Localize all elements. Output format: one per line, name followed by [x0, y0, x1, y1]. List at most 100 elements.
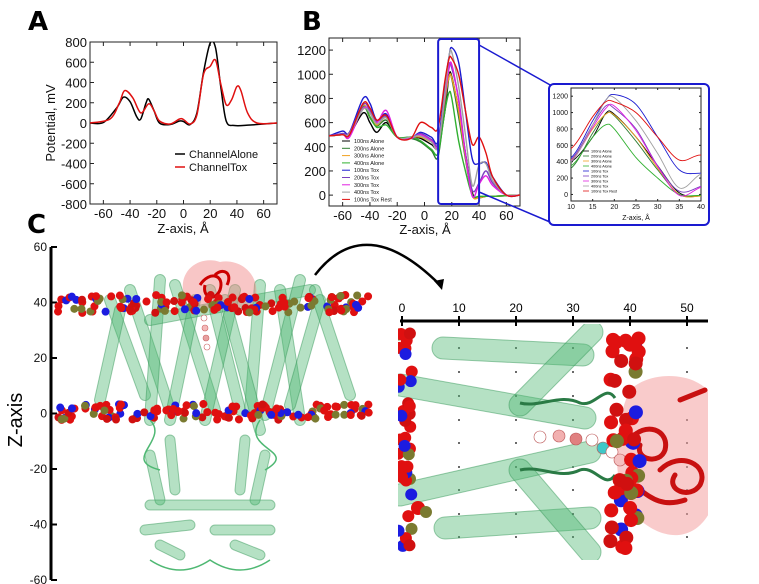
zoom-x-tick-label: 10: [452, 301, 466, 315]
series-line-channelalone: [90, 42, 277, 127]
y-tick-label: 0: [80, 116, 87, 131]
grid-dot: [686, 536, 688, 538]
lipid-atom-sphere: [402, 510, 415, 523]
grid-dot: [515, 347, 517, 349]
lipid-atom-sphere: [290, 297, 299, 306]
lipid-atom-sphere: [632, 454, 647, 469]
helix-cylinder: [139, 519, 196, 536]
lipid-atom-sphere: [189, 402, 198, 411]
lipid-atom-sphere: [604, 503, 619, 518]
lipid-atom-sphere: [603, 534, 618, 549]
lipid-atom-sphere: [234, 415, 243, 424]
inset-frame: [548, 83, 710, 226]
grid-dot: [572, 489, 574, 491]
lipid-atom-sphere: [398, 373, 407, 386]
z-tick-label: 60: [34, 240, 48, 254]
x-tick-label: 40: [697, 204, 705, 211]
lipid-atom-sphere: [115, 291, 124, 300]
panel-c-structure: 60 40 20 0 -20 -40 -60 Z-axis: [5, 240, 373, 584]
lipid-atom-sphere: [304, 294, 313, 303]
grid-dot: [458, 536, 460, 538]
lipid-atom-sphere: [307, 301, 316, 310]
legend-label: ChannelTox: [189, 162, 248, 174]
x-tick-label: 10: [567, 204, 575, 211]
x-axis-label: Z-axis, Å: [157, 221, 209, 236]
lipid-atom-sphere: [331, 410, 340, 419]
lipid-atom-sphere: [627, 432, 642, 447]
x-tick-label: -60: [333, 208, 352, 223]
lipid-atom-sphere: [107, 292, 116, 301]
helix-cylinder: [199, 284, 241, 427]
lipid-atom-sphere: [230, 303, 239, 312]
lipid-atom-sphere: [246, 411, 255, 420]
lipid-atom-sphere: [398, 524, 405, 537]
lipid-atom-sphere: [80, 401, 89, 410]
lipid-atom-sphere: [622, 337, 637, 352]
lipid-atom-sphere: [311, 414, 320, 423]
z-tick-label: 20: [34, 351, 48, 365]
y-tick-label: 200: [65, 96, 87, 111]
lipid-atom-sphere: [189, 298, 198, 307]
panel-label-c: C: [27, 210, 46, 240]
grid-dot: [686, 371, 688, 373]
toxin-ribbon: [198, 269, 231, 299]
lipid-atom-sphere: [214, 410, 223, 419]
zoom-image: [398, 324, 708, 560]
lipid-atom-sphere: [604, 520, 619, 535]
y-tick-label: 800: [304, 91, 326, 106]
lipid-atom-sphere: [618, 541, 633, 556]
lipid-atom-sphere: [609, 335, 624, 350]
helix-cylinder: [204, 284, 246, 417]
lipid-atom-sphere: [54, 302, 63, 311]
zoom-x-tick-label: 40: [623, 301, 637, 315]
helix-cylinder: [144, 449, 166, 506]
water-molecule: [202, 334, 210, 342]
lipid-atom-sphere: [404, 375, 417, 388]
chart-b-inset: 10 15 20 25 30 35 40020040060080010001200Z-axi…: [548, 83, 710, 226]
lipid-atom-sphere: [224, 413, 233, 422]
y-tick-label: -600: [61, 177, 87, 192]
grid-dot: [458, 395, 460, 397]
helix-cylinder: [164, 434, 181, 496]
grid-dot: [515, 513, 517, 515]
water-molecule: [203, 343, 211, 351]
y-tick-label: 1200: [552, 94, 568, 101]
helix-cylinder: [249, 449, 271, 506]
x-tick-label: 20: [610, 204, 618, 211]
highlight-box: [437, 38, 481, 205]
lipid-atom-sphere: [57, 415, 66, 424]
grid-dot: [515, 536, 517, 538]
lipid-atom-sphere: [213, 303, 222, 312]
helix-cylinder: [309, 284, 357, 401]
x-tick-label: 40: [472, 208, 486, 223]
lipid-atom-sphere: [619, 476, 634, 491]
legend-label: 200ns Tox: [354, 176, 379, 182]
lipid-atom-sphere: [609, 434, 624, 449]
water-molecule: [200, 314, 208, 322]
lipid-atom-sphere: [112, 415, 121, 424]
y-tick-label: 1200: [297, 43, 326, 58]
helix-cylinder: [229, 539, 266, 561]
grid-dot: [515, 466, 517, 468]
lipid-atom-sphere: [405, 365, 418, 378]
lipid-atom-sphere: [622, 384, 637, 399]
legend-label: 200ns Alone: [591, 155, 612, 159]
lipid-atom-sphere: [245, 295, 254, 304]
x-tick-label: -60: [94, 206, 113, 221]
helix-cylinder: [144, 499, 276, 511]
protein-loop: [519, 391, 617, 482]
lipid-atom-sphere: [101, 307, 110, 316]
legend-label: 300ns Tox: [591, 180, 608, 184]
grid-dot: [515, 419, 517, 421]
lipid-atom-sphere: [628, 405, 643, 420]
lipid-atom-sphere: [177, 298, 186, 307]
lipid-atom-sphere: [623, 501, 638, 516]
y-tick-label: 1000: [297, 67, 326, 82]
grid-dot: [458, 513, 460, 515]
lipid-atom-sphere: [278, 293, 287, 302]
lipid-atom-sphere: [261, 302, 270, 311]
zoom-x-tick-label: 50: [680, 301, 694, 315]
z-tick-label: -60: [30, 573, 48, 584]
lipid-atom-sphere: [170, 297, 179, 306]
